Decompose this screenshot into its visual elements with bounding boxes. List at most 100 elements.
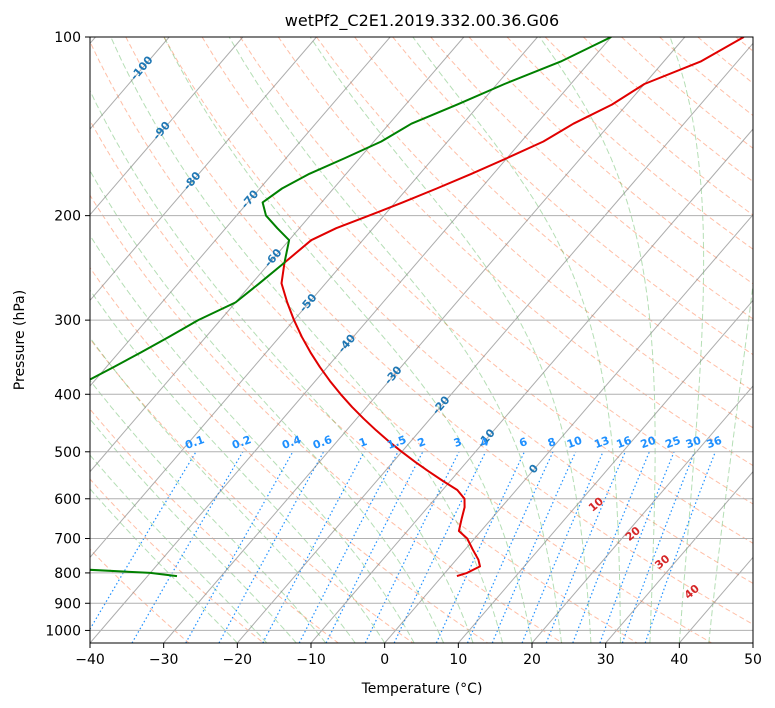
skew-isotherm-line bbox=[90, 37, 391, 387]
moist-adiabat-line bbox=[90, 89, 474, 643]
x-tick-label: −40 bbox=[75, 652, 105, 668]
mixing-ratio-label: 20 bbox=[639, 434, 658, 452]
series-layer bbox=[90, 37, 745, 578]
x-tick-label: 0 bbox=[380, 652, 389, 668]
mixing-ratio-label: 6 bbox=[517, 435, 529, 450]
x-tick-label: 20 bbox=[523, 652, 541, 668]
x-tick-label: −10 bbox=[296, 652, 326, 668]
mixing-ratio-line bbox=[491, 451, 577, 643]
mixing-ratio-label: 0.4 bbox=[280, 433, 303, 452]
skew-isotherm-line bbox=[90, 37, 317, 302]
moist-adiabat-line bbox=[90, 379, 327, 643]
dry-adiabat-line bbox=[697, 37, 753, 84]
x-tick-label: 10 bbox=[449, 652, 467, 668]
moist-adiabat-line bbox=[90, 169, 445, 643]
mixing-ratio-line bbox=[325, 451, 424, 643]
mixing-ratio-label: 0.6 bbox=[311, 433, 334, 452]
y-tick-label: 100 bbox=[54, 30, 81, 46]
skew-isotherm-line bbox=[90, 37, 612, 643]
moist-adiabat-line bbox=[309, 37, 592, 643]
x-tick-label: 50 bbox=[744, 652, 762, 668]
dry-adiabat-line bbox=[468, 37, 753, 285]
dry-adiabat-line bbox=[90, 266, 488, 643]
dry-adiabat-line bbox=[277, 37, 753, 467]
mixing-ratio-line bbox=[572, 451, 650, 643]
skew-isotherm-line bbox=[310, 128, 753, 643]
moist-adiabat-line bbox=[228, 37, 562, 643]
moist-adiabat-line bbox=[163, 37, 533, 643]
mixing-ratio-label: 25 bbox=[663, 434, 682, 451]
moist-adiabat-line bbox=[90, 454, 268, 643]
skew-isotherm-line bbox=[457, 299, 753, 643]
y-tick-label: 400 bbox=[54, 387, 81, 403]
skew-isotherm-line bbox=[605, 470, 753, 643]
theta-label: 20 bbox=[623, 524, 643, 544]
y-tick-label: 1000 bbox=[45, 623, 81, 639]
label-layer: -100-90-80-70-60-50-40-30-20-1000.1 0.2 0.… bbox=[128, 53, 724, 602]
moist-adiabat-line bbox=[708, 280, 753, 643]
skew-isotherm-line bbox=[384, 213, 753, 643]
dry-adiabat-line bbox=[90, 478, 264, 643]
x-axis: −40 −30 −20 −10 0 10 20 30 40 50 bbox=[75, 643, 762, 668]
dry-adiabat-line bbox=[90, 119, 638, 643]
chart-title: wetPf2_C2E1.2019.332.00.36.G06 bbox=[285, 11, 559, 31]
x-tick-label: 30 bbox=[597, 652, 615, 668]
mixing-ratio-line bbox=[131, 451, 244, 643]
skew-isotherm-line bbox=[531, 385, 753, 643]
y-tick-label: 300 bbox=[54, 313, 81, 329]
skew-isotherm-line bbox=[90, 37, 244, 216]
dewpoint-profile-line bbox=[90, 37, 612, 578]
y-tick-label: 700 bbox=[54, 532, 81, 548]
mixing-ratio-line bbox=[466, 451, 554, 643]
dry-adiabat-line bbox=[90, 408, 339, 643]
dry-adiabat-line bbox=[316, 37, 753, 429]
dry-adiabat-line bbox=[583, 37, 753, 183]
mixing-ratio-line bbox=[364, 451, 460, 643]
x-tick-label: −30 bbox=[149, 652, 179, 668]
moist-adiabat-line bbox=[90, 418, 297, 643]
mixing-ratio-line bbox=[90, 451, 197, 631]
x-axis-label: Temperature (°C) bbox=[361, 681, 483, 697]
moist-adiabat-line bbox=[110, 37, 503, 643]
mixing-ratio-label: 16 bbox=[615, 434, 634, 452]
grid-lines bbox=[90, 37, 753, 643]
y-axis: 100 200 300 400 500 600 700 800 900 1000 bbox=[45, 30, 90, 639]
mixing-ratio-label: 36 bbox=[705, 434, 724, 452]
dry-adiabat-line bbox=[430, 37, 753, 320]
dry-adiabat-line bbox=[163, 37, 753, 584]
mixing-ratio-label: 1 bbox=[357, 435, 369, 450]
y-axis-label: Pressure (hPa) bbox=[12, 290, 28, 390]
moist-adiabat-line bbox=[90, 488, 238, 643]
mixing-ratio-label: 2 bbox=[416, 435, 428, 450]
mixing-ratio-label: 8 bbox=[546, 435, 558, 450]
moist-adiabat-line bbox=[90, 337, 356, 643]
x-tick-label: 40 bbox=[670, 652, 688, 668]
dry-adiabat-line bbox=[735, 37, 753, 52]
skew-isotherm-line bbox=[163, 37, 686, 643]
dry-adiabat-line bbox=[125, 37, 753, 625]
mixing-ratio-line bbox=[621, 451, 696, 643]
moist-adiabat-line bbox=[669, 37, 705, 643]
mixing-ratio-line bbox=[185, 451, 294, 643]
mixing-ratio-line bbox=[545, 451, 626, 643]
skew-isotherm-line bbox=[90, 37, 465, 473]
mixing-ratio-line bbox=[599, 451, 675, 643]
mixing-ratio-label: 0.1 bbox=[183, 433, 206, 452]
y-tick-label: 900 bbox=[54, 596, 81, 612]
y-tick-label: 600 bbox=[54, 492, 81, 508]
dry-adiabat-line bbox=[392, 37, 753, 356]
mixing-ratio-line bbox=[298, 451, 399, 643]
y-tick-label: 800 bbox=[54, 566, 81, 582]
dry-adiabat-line bbox=[90, 338, 414, 643]
plot-frame bbox=[89, 36, 754, 644]
mixing-ratio-label: 1.5 bbox=[385, 433, 408, 452]
mixing-ratio-label: 4 bbox=[479, 435, 491, 450]
mixing-ratio-label: 30 bbox=[684, 434, 703, 452]
dry-adiabat-line bbox=[544, 37, 753, 216]
moist-adiabat-line bbox=[90, 234, 415, 643]
x-tick-label: −20 bbox=[223, 652, 253, 668]
temperature-profile-line bbox=[280, 37, 745, 578]
mixing-ratio-line bbox=[521, 451, 604, 643]
skew-isotherm-line bbox=[90, 37, 538, 559]
